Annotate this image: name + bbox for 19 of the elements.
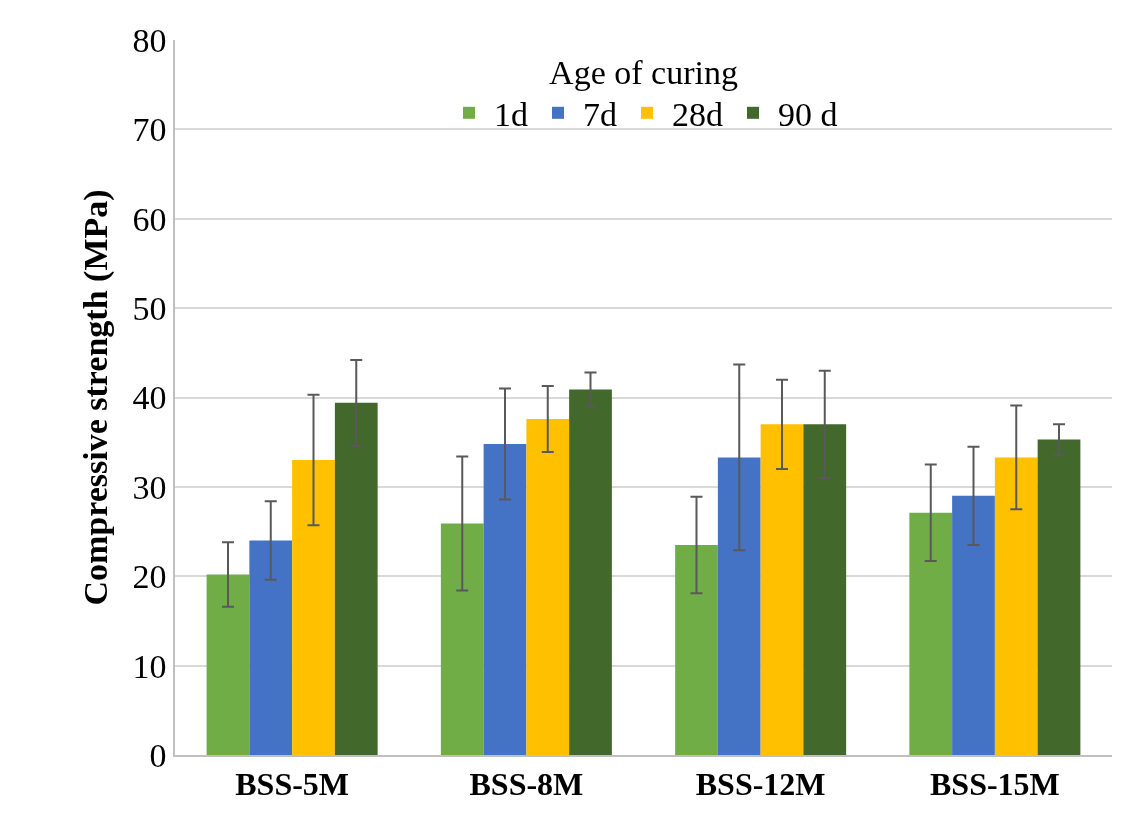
y-tick-label: 40 [132, 379, 167, 417]
y-tick-label: 30 [132, 468, 167, 506]
x-tick-label: BSS-15M [929, 766, 1060, 803]
y-tick-label: 0 [149, 736, 167, 774]
y-axis-title: Compressive strength (MPa) [76, 189, 115, 606]
x-tick-label: BSS-8M [469, 766, 584, 803]
legend-title: Age of curing [549, 54, 738, 92]
legend-label: 1d [494, 96, 528, 134]
y-tick-label: 20 [132, 558, 167, 596]
legend-label: 90 d [778, 96, 838, 134]
x-tick-label: BSS-5M [235, 766, 350, 803]
y-tick-label: 50 [132, 290, 167, 328]
y-tick-label: 60 [132, 200, 167, 238]
y-tick-label: 70 [132, 111, 167, 149]
y-tick-label: 80 [132, 21, 167, 59]
y-tick-label: 10 [132, 647, 167, 685]
legend-label: 7d [583, 96, 617, 134]
x-tick-label: BSS-12M [695, 766, 826, 803]
legend-label: 28d [672, 96, 723, 134]
